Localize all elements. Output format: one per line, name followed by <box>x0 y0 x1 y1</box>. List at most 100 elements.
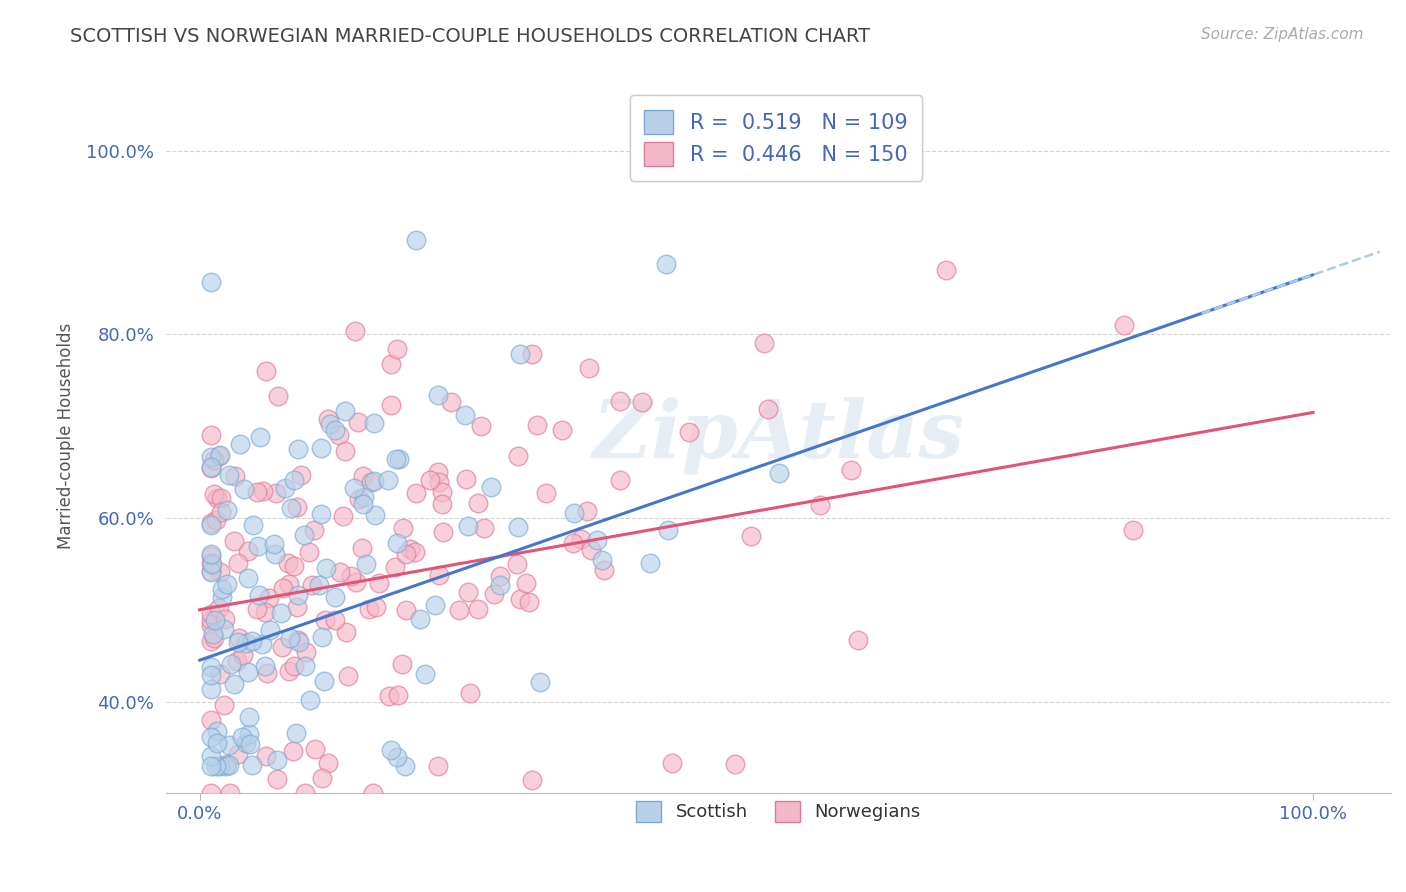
Point <box>415 667 437 681</box>
Point <box>356 557 378 571</box>
Point <box>290 467 312 482</box>
Point <box>311 442 333 456</box>
Point <box>405 233 427 247</box>
Point <box>200 607 222 621</box>
Point <box>551 423 574 437</box>
Point <box>214 622 236 636</box>
Point <box>225 654 247 668</box>
Point <box>271 640 294 655</box>
Point <box>534 485 557 500</box>
Point <box>247 588 270 602</box>
Point <box>295 645 318 659</box>
Point <box>353 497 375 511</box>
Point <box>212 698 235 712</box>
Point <box>235 736 257 750</box>
Point <box>298 693 321 707</box>
Point <box>288 634 311 648</box>
Point <box>271 582 294 596</box>
Point <box>427 759 450 773</box>
Point <box>678 425 700 440</box>
Point <box>283 658 305 673</box>
Point <box>239 738 262 752</box>
Point <box>208 449 231 463</box>
Point <box>457 585 479 599</box>
Point <box>238 727 260 741</box>
Point <box>333 403 356 417</box>
Point <box>277 664 299 678</box>
Point <box>935 262 957 277</box>
Point <box>314 613 336 627</box>
Point <box>252 483 274 498</box>
Point <box>285 726 308 740</box>
Point <box>335 625 357 640</box>
Point <box>399 542 422 557</box>
Point <box>378 690 401 704</box>
Point <box>323 423 346 437</box>
Point <box>454 472 477 486</box>
Point <box>340 569 363 583</box>
Point <box>768 466 790 480</box>
Point <box>385 342 408 356</box>
Point <box>200 450 222 465</box>
Point <box>224 677 246 691</box>
Point <box>576 504 599 518</box>
Point <box>304 741 326 756</box>
Point <box>209 491 232 505</box>
Point <box>202 453 225 467</box>
Point <box>215 759 238 773</box>
Point <box>506 558 529 572</box>
Point <box>392 521 415 535</box>
Point <box>638 556 661 570</box>
Point <box>311 771 333 785</box>
Point <box>287 588 309 602</box>
Point <box>254 606 277 620</box>
Point <box>226 747 249 761</box>
Point <box>395 603 418 617</box>
Point <box>224 469 246 483</box>
Point <box>205 759 228 773</box>
Point <box>472 520 495 534</box>
Point <box>205 513 228 527</box>
Point <box>215 577 238 591</box>
Point <box>319 417 342 431</box>
Point <box>266 752 288 766</box>
Point <box>384 559 406 574</box>
Point <box>209 505 232 519</box>
Point <box>591 552 613 566</box>
Point <box>657 523 679 537</box>
Point <box>254 364 277 378</box>
Point <box>283 559 305 574</box>
Point <box>581 543 603 558</box>
Point <box>200 557 222 571</box>
Point <box>200 682 222 697</box>
Point <box>200 427 222 442</box>
Point <box>232 648 254 663</box>
Point <box>346 415 368 429</box>
Point <box>208 600 231 615</box>
Point <box>200 786 222 800</box>
Point <box>235 636 257 650</box>
Point <box>215 757 238 772</box>
Point <box>266 772 288 787</box>
Point <box>515 575 537 590</box>
Point <box>377 473 399 487</box>
Point <box>347 492 370 507</box>
Point <box>207 491 229 506</box>
Point <box>395 547 418 561</box>
Point <box>387 688 409 702</box>
Point <box>318 412 340 426</box>
Point <box>283 474 305 488</box>
Point <box>238 710 260 724</box>
Point <box>357 602 380 616</box>
Point <box>280 500 302 515</box>
Point <box>285 500 308 514</box>
Point <box>344 324 367 338</box>
Point <box>200 516 222 530</box>
Point <box>264 486 287 500</box>
Point <box>266 388 288 402</box>
Point <box>292 528 315 542</box>
Point <box>211 590 233 604</box>
Point <box>309 507 332 521</box>
Point <box>848 632 870 647</box>
Point <box>353 490 375 504</box>
